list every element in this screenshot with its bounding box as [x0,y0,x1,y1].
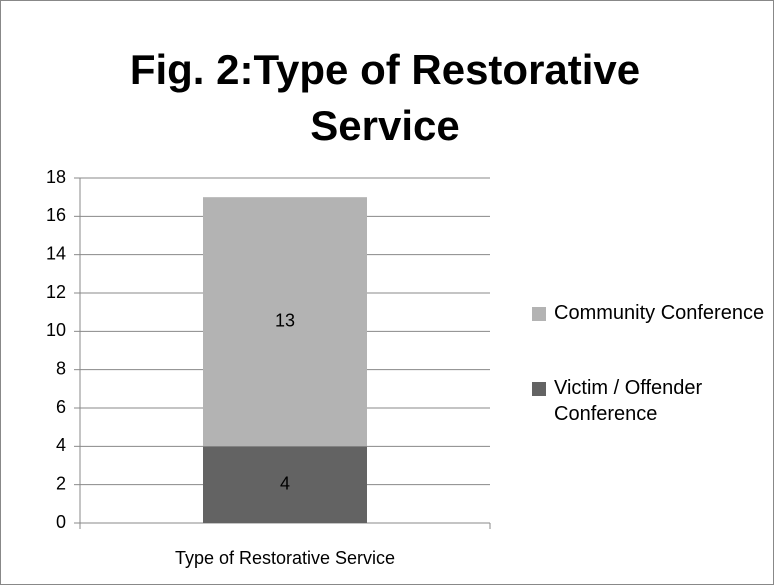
legend-label: Victim / Offender Conference [554,377,703,425]
y-tick-label: 10 [46,320,66,340]
legend-label: Community Conference [554,302,765,324]
y-tick-label: 12 [46,282,66,302]
bar-segment [203,197,367,447]
y-tick-label: 16 [46,205,66,225]
data-label: 4 [280,473,290,493]
y-tick-label: 18 [46,167,66,187]
y-tick-label: 14 [46,243,66,263]
chart-title: Fig. 2:Type of Restorative Service [129,46,641,149]
data-label: 13 [275,311,295,331]
y-tick-label: 0 [56,512,66,532]
x-tick-label: Type of Restorative Service [175,548,395,568]
bar-segment [203,446,367,523]
y-tick-label: 6 [56,397,66,417]
y-tick-label: 8 [56,358,66,378]
legend-swatch [532,382,546,396]
y-tick-label: 2 [56,473,66,493]
legend-swatch [532,307,546,321]
y-tick-label: 4 [56,435,66,455]
